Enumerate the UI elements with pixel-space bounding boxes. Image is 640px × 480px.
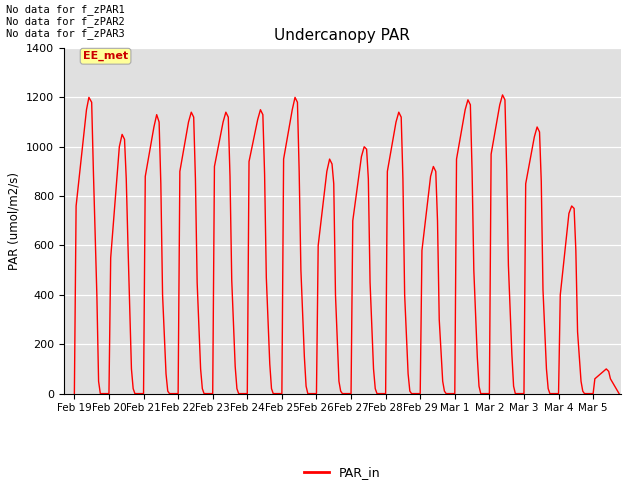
Legend: PAR_in: PAR_in (299, 461, 386, 480)
Text: EE_met: EE_met (83, 51, 128, 61)
Y-axis label: PAR (umol/m2/s): PAR (umol/m2/s) (8, 172, 20, 270)
Title: Undercanopy PAR: Undercanopy PAR (275, 28, 410, 43)
Text: No data for f_zPAR1: No data for f_zPAR1 (6, 4, 125, 15)
Text: No data for f_zPAR3: No data for f_zPAR3 (6, 28, 125, 39)
Text: No data for f_zPAR2: No data for f_zPAR2 (6, 16, 125, 27)
